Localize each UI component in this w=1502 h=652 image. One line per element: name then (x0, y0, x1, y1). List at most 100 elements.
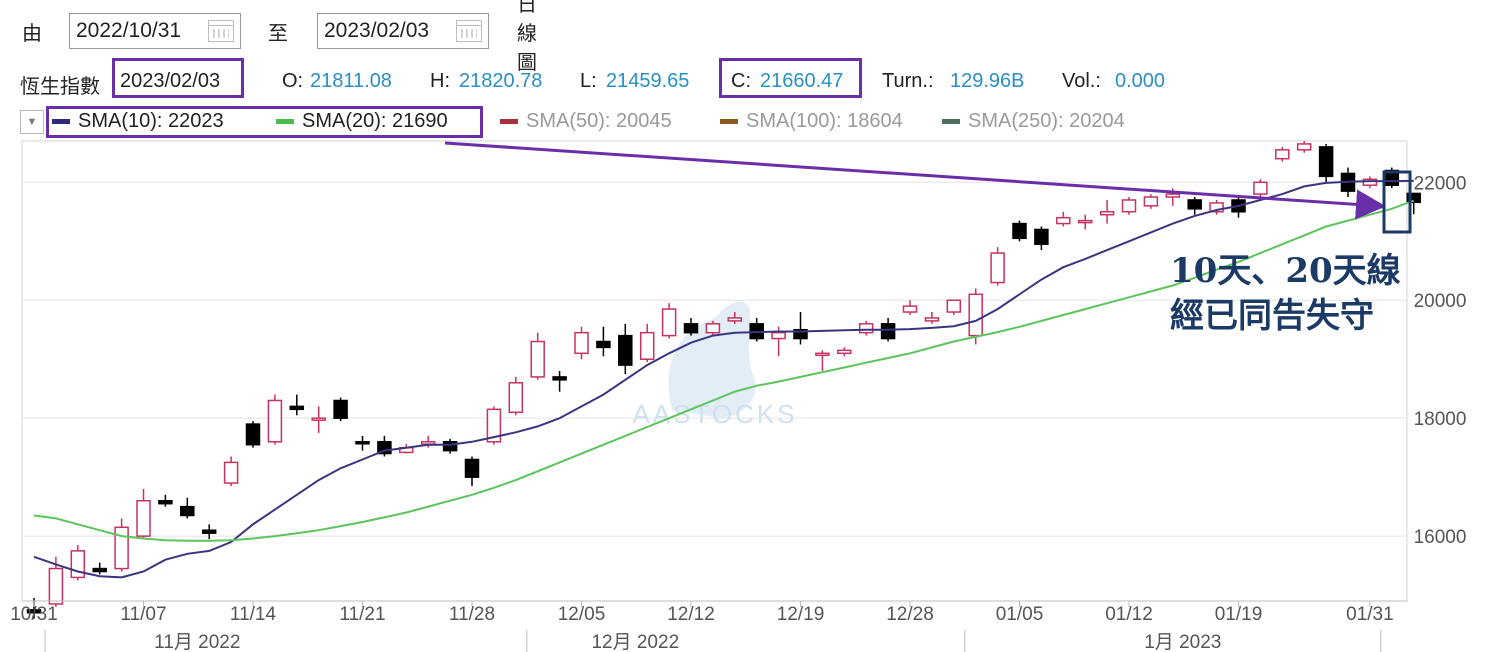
legend-swatch (942, 119, 960, 124)
candles (26, 141, 1421, 619)
legend-dropdown-toggle[interactable]: ▼ (20, 110, 44, 134)
candle-body (1012, 222, 1027, 240)
sma-line-20 (33, 199, 1415, 542)
candle-body (464, 458, 480, 478)
candle-body (92, 567, 107, 573)
calendar-icon[interactable] (208, 20, 234, 42)
open-value: 21811.08 (310, 70, 392, 92)
candle-body (48, 567, 64, 605)
low-label: L: (580, 70, 597, 92)
candle-body (968, 293, 983, 337)
high-value: 21820.78 (459, 70, 543, 92)
legend-item-2[interactable]: SMA(50): 20045 (500, 110, 672, 133)
x-tick-label: 12/28 (886, 604, 934, 625)
open-label: O: (282, 70, 304, 92)
candle-body (705, 323, 721, 334)
candle-body (355, 441, 370, 445)
volume-value: 0.000 (1115, 70, 1166, 92)
candle-body (267, 399, 283, 443)
candle-body (1187, 199, 1202, 210)
legend-label: SMA(250): 20204 (968, 110, 1125, 132)
legend-item-4[interactable]: SMA(250): 20204 (942, 110, 1125, 133)
candle-body (1165, 193, 1181, 198)
x-axis: 10/31 11/07 11/14 11/21 11/28 12/05 12/12 12/19… (10, 600, 1407, 652)
candle-body (880, 323, 896, 340)
candle-body (201, 529, 217, 534)
candle-body (924, 317, 940, 322)
x-tick-label: 10/31 (10, 604, 58, 625)
x-tick-label: 01/12 (1105, 604, 1153, 625)
candle-body (333, 399, 348, 419)
chart-type-selector[interactable]: 日線圖 (517, 0, 537, 74)
quote-date: 2023/02/03 (120, 70, 221, 92)
candle-body (223, 461, 239, 484)
low-value: 21459.65 (606, 70, 690, 92)
candle-body (1296, 143, 1312, 151)
sma-lines (33, 179, 1415, 579)
annotation-arrow (444, 141, 1386, 220)
candle-body (596, 340, 611, 349)
volume-label: Vol.: (1062, 70, 1101, 92)
candle-body (1209, 202, 1224, 213)
candle-body (1034, 228, 1049, 245)
close-label: C: (731, 70, 751, 92)
x-tick-label: 11/28 (449, 604, 495, 625)
highlight-last-candle-box (1382, 170, 1412, 234)
to-date-input[interactable]: 2023/02/03 (317, 13, 489, 49)
x-tick-label: 11/07 (120, 604, 166, 625)
candle-body (1275, 149, 1290, 160)
candle-body (815, 352, 830, 357)
candle-body (442, 441, 458, 452)
legend-swatch (52, 119, 70, 124)
candle-body (1253, 181, 1268, 195)
candle-body (26, 609, 42, 614)
from-date-value: 2022/10/31 (76, 19, 182, 42)
sma-line-10 (33, 179, 1414, 579)
candle-body (661, 308, 677, 337)
x-tick-label: 12/19 (777, 604, 825, 625)
from-label: 由 (22, 22, 42, 45)
legend-swatch (500, 119, 518, 124)
watermark-text: AASTOCKS (632, 399, 797, 429)
candle-body (574, 331, 589, 355)
quote-row: 恆生指數 2023/02/03 O: 21811.08 H: 21820.78 … (0, 66, 1502, 98)
candle-body (1056, 216, 1071, 225)
y-tick-label: 16000 (1414, 527, 1467, 548)
highlight-sma-box (46, 106, 483, 138)
legend-item-3[interactable]: SMA(100): 18604 (720, 110, 903, 133)
candle-body (1318, 146, 1334, 178)
y-tick-label: 22000 (1414, 173, 1467, 194)
candle-body (1143, 196, 1159, 207)
candle-body (180, 505, 195, 517)
candle-body (683, 323, 699, 334)
x-tick-label: 11/21 (339, 604, 385, 625)
gridlines (22, 181, 1407, 537)
annotation-line-2: 經已同告失守 (1170, 296, 1374, 336)
turnover-label: Turn.: (882, 70, 934, 92)
legend-item-0[interactable]: SMA(10): 22023 (52, 110, 224, 133)
x-tick-label: 01/05 (996, 604, 1044, 625)
candle-body (1121, 199, 1137, 213)
highlight-close-box (719, 58, 862, 98)
from-date-input[interactable]: 2022/10/31 (69, 13, 241, 49)
month-label: 11月 2022 (154, 632, 240, 652)
candle-body (727, 317, 743, 322)
legend-swatch (276, 119, 294, 124)
candle-body (793, 328, 808, 340)
watermark-logo-icon (668, 301, 756, 418)
high-label: H: (430, 70, 450, 92)
candle-body (858, 323, 874, 334)
legend-item-1[interactable]: SMA(20): 21690 (276, 110, 448, 133)
y-axis: 16000 18000 20000 22000 (1414, 173, 1467, 548)
x-tick-label: 01/19 (1215, 604, 1263, 625)
legend-label: SMA(50): 20045 (526, 110, 672, 132)
y-tick-label: 20000 (1414, 291, 1467, 312)
candle-body (311, 417, 326, 421)
calendar-icon[interactable] (456, 20, 482, 42)
candle-body (771, 331, 786, 340)
candle-body (1362, 178, 1378, 186)
candle-body (1099, 211, 1115, 216)
index-name: 恆生指數 (20, 76, 100, 98)
close-value: 21660.47 (760, 70, 844, 92)
